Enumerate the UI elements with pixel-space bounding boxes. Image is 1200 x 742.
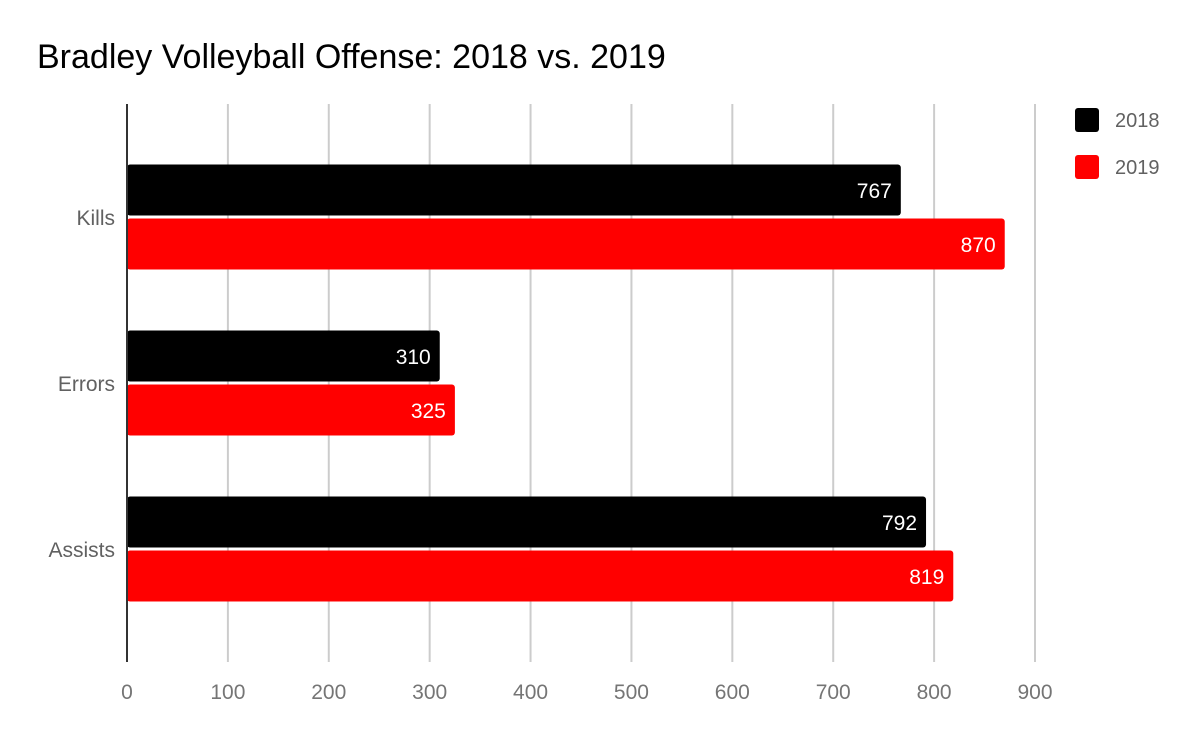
x-tick-label-0: 0 [121,681,133,704]
bar-assists-2018 [127,496,927,548]
data-label-kills-2018: 767 [857,180,892,203]
legend-label-2018: 2018 [1115,110,1160,132]
bar-errors-2018 [127,330,440,382]
x-tick-label-200: 200 [311,681,346,704]
x-tick-label-900: 900 [1017,681,1052,704]
data-label-errors-2018: 310 [396,346,431,369]
legend-swatch-2018 [1075,108,1099,132]
category-label-assists: Assists [48,539,115,562]
data-label-errors-2019: 325 [411,400,446,423]
chart-title: Bradley Volleyball Offense: 2018 vs. 201… [37,38,666,76]
x-tick-label-600: 600 [715,681,750,704]
legend-swatch-2019 [1075,155,1099,179]
data-label-kills-2019: 870 [961,234,996,257]
x-tick-label-100: 100 [210,681,245,704]
bar-kills-2018 [127,164,901,216]
bar-errors-2019 [127,384,455,436]
bar-assists-2019 [127,550,954,602]
x-tick-label-400: 400 [513,681,548,704]
bar-kills-2019 [127,218,1005,270]
x-tick-label-800: 800 [917,681,952,704]
legend-label-2019: 2019 [1115,157,1160,179]
x-tick-label-500: 500 [614,681,649,704]
category-label-kills: Kills [76,207,115,230]
data-label-assists-2019: 819 [909,566,944,589]
x-tick-label-300: 300 [412,681,447,704]
x-tick-label-700: 700 [816,681,851,704]
data-label-assists-2018: 792 [882,512,917,535]
category-label-errors: Errors [58,373,115,396]
